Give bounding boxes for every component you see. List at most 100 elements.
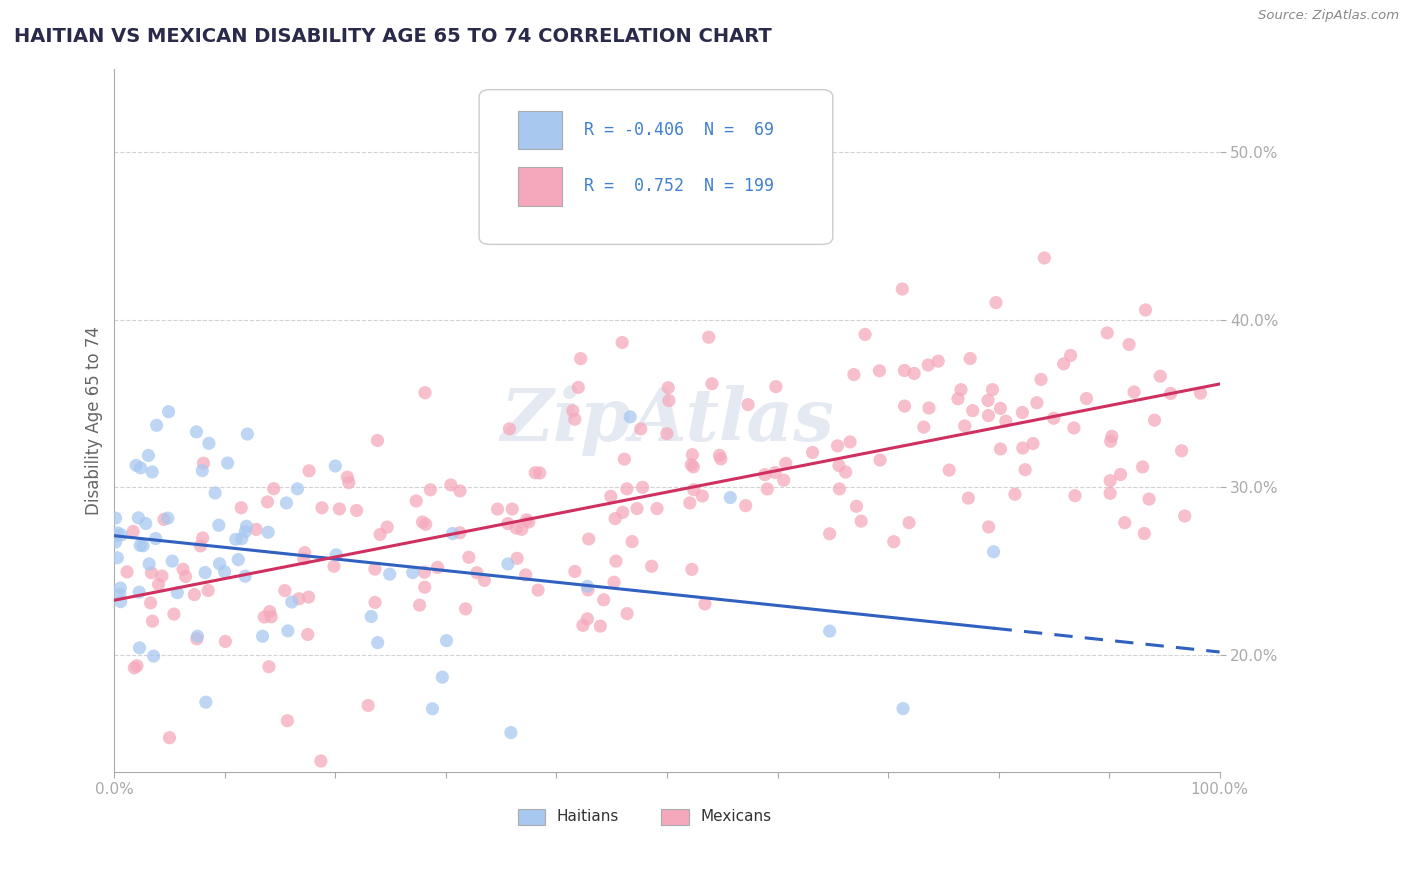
Point (231, 500, 253, 515)
Point (984, 295, 1007, 310)
Text: R = -0.406  N =  69: R = -0.406 N = 69 (583, 121, 775, 139)
Point (191, 531, 214, 545)
Point (517, 515, 540, 529)
Point (567, 380, 589, 394)
Point (1042, 411, 1064, 425)
Point (657, 381, 679, 395)
Point (194, 566, 217, 580)
Point (124, 661, 146, 675)
Point (938, 463, 960, 477)
Point (449, 525, 471, 540)
Point (1137, 492, 1160, 507)
Point (1025, 396, 1047, 410)
Text: Mexicans: Mexicans (700, 809, 772, 824)
Point (616, 607, 638, 621)
Point (569, 351, 592, 366)
Point (605, 554, 627, 568)
Point (918, 401, 941, 415)
Point (157, 405, 180, 419)
Point (125, 658, 148, 673)
Point (183, 588, 205, 602)
Point (1099, 486, 1122, 500)
Point (129, 460, 152, 475)
Text: Haitians: Haitians (557, 809, 619, 824)
Point (346, 503, 368, 517)
Point (828, 458, 851, 473)
Point (297, 627, 319, 641)
Point (994, 414, 1017, 428)
Point (630, 422, 652, 436)
Point (754, 467, 776, 482)
Bar (517, 809, 546, 825)
Point (107, 525, 129, 540)
Point (225, 533, 247, 547)
Point (981, 383, 1004, 397)
Point (505, 521, 527, 535)
Point (441, 526, 464, 541)
Point (138, 557, 160, 571)
Point (110, 581, 132, 595)
Point (166, 585, 188, 599)
Point (564, 565, 586, 579)
Point (115, 565, 138, 579)
Point (405, 494, 427, 508)
Point (260, 610, 283, 624)
Point (621, 534, 644, 549)
Point (990, 442, 1012, 456)
Point (990, 401, 1012, 416)
Point (589, 619, 612, 633)
Point (360, 609, 382, 624)
Point (135, 516, 157, 531)
Point (849, 514, 872, 528)
Point (842, 368, 865, 382)
Point (681, 458, 703, 472)
Point (160, 554, 183, 568)
Point (132, 539, 155, 553)
Point (655, 426, 678, 441)
Point (710, 451, 733, 466)
Point (122, 524, 145, 539)
Point (110, 594, 132, 608)
Point (515, 568, 537, 582)
Text: Source: ZipAtlas.com: Source: ZipAtlas.com (1258, 9, 1399, 22)
Point (927, 354, 949, 368)
Point (142, 649, 165, 664)
Point (214, 634, 236, 648)
Point (1076, 392, 1098, 406)
Point (499, 725, 522, 739)
Point (125, 458, 148, 473)
Point (256, 495, 278, 509)
Point (681, 562, 703, 576)
Point (145, 418, 167, 433)
Point (252, 629, 274, 643)
Point (263, 482, 285, 496)
Point (1059, 348, 1081, 362)
Point (818, 624, 841, 639)
Point (626, 501, 648, 516)
Bar (517, 167, 562, 206)
Point (141, 566, 163, 580)
Point (141, 614, 163, 628)
Point (946, 392, 969, 406)
Point (253, 610, 276, 624)
Point (294, 546, 316, 560)
Point (457, 550, 479, 565)
Point (217, 456, 239, 470)
Point (801, 445, 824, 459)
Point (1133, 526, 1156, 541)
Point (834, 465, 856, 479)
Point (576, 582, 599, 597)
Point (599, 489, 621, 503)
Point (619, 409, 641, 424)
Point (419, 483, 441, 497)
Point (1135, 302, 1157, 317)
Point (236, 427, 259, 442)
Point (700, 376, 723, 391)
Point (1174, 508, 1197, 523)
Point (818, 526, 841, 541)
Point (367, 635, 389, 649)
Point (1029, 372, 1052, 386)
Point (912, 420, 935, 434)
Point (734, 499, 756, 513)
Point (138, 449, 160, 463)
